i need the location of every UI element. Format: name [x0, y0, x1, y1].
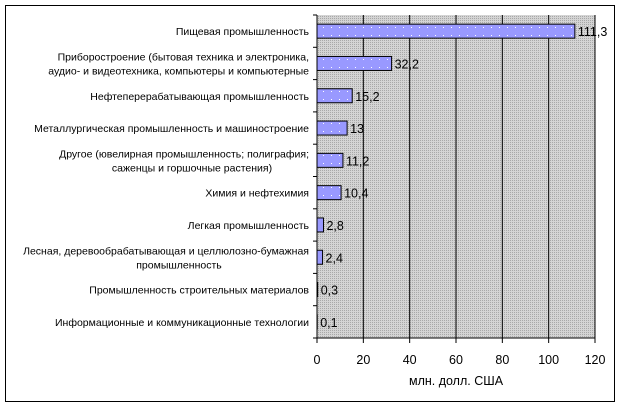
x-tick-label: 60: [449, 353, 463, 367]
bar: [316, 120, 348, 136]
data-label: 13: [350, 122, 364, 136]
category-label: Лесная, деревообрабатывающая и целлюлозн…: [23, 245, 309, 257]
data-label: 0,3: [321, 284, 338, 298]
data-label: 2,8: [326, 219, 343, 233]
x-tick-label: 0: [314, 353, 321, 367]
bar: [316, 217, 324, 233]
bar: [316, 88, 353, 104]
category-label: Информационные и коммуникационные технол…: [55, 317, 309, 329]
category-label: Пищевая промышленность: [176, 26, 310, 38]
x-tick-label: 40: [403, 353, 417, 367]
bar: [316, 55, 393, 71]
data-label: 0,1: [320, 316, 337, 330]
x-tick-label: 100: [538, 353, 559, 367]
data-label: 2,4: [326, 251, 343, 265]
category-label: саженцы и горшочные растения): [112, 162, 272, 174]
bar: [316, 282, 319, 298]
x-tick-label: 120: [585, 353, 606, 367]
data-label: 15,2: [355, 90, 379, 104]
x-axis-label: млн. долл. США: [409, 374, 504, 388]
category-label: аудио- и видеотехника, компьютеры и комп…: [48, 65, 309, 77]
data-label: 11,2: [346, 154, 369, 168]
bar: [316, 249, 324, 265]
category-label: Нефтеперерабатывающая промышленность: [90, 91, 309, 103]
category-label: Химия и нефтехимия: [205, 188, 309, 200]
data-label: 111,3: [578, 25, 607, 39]
category-label: Металлургическая промышленность и машино…: [34, 123, 309, 135]
category-label: промышленность: [136, 259, 222, 271]
category-label: Легкая промышленность: [188, 220, 310, 232]
category-label: Промышленность строительных материалов: [89, 285, 309, 297]
x-tick-label: 20: [356, 353, 370, 367]
data-label: 32,2: [395, 57, 419, 71]
bar: [316, 152, 344, 168]
category-label: Приборостроение (бытовая техника и элект…: [58, 51, 309, 63]
data-label: 10,4: [344, 187, 368, 201]
bar: [316, 185, 342, 201]
category-label: Другое (ювелирная промышленность; полигр…: [59, 148, 309, 160]
bar: [316, 23, 576, 39]
chart-frame: [5, 5, 615, 402]
x-tick-label: 80: [495, 353, 509, 367]
